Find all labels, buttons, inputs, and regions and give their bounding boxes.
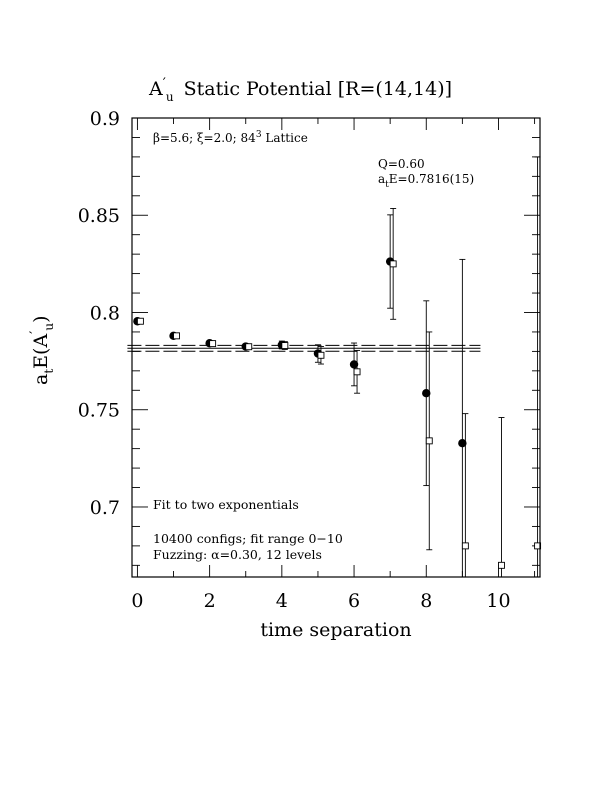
title-sub: u — [166, 90, 174, 104]
data-point-circle — [349, 360, 359, 369]
data-point-square — [317, 351, 325, 359]
data-point-circle — [458, 438, 467, 448]
annotation-energy-t: t — [385, 180, 389, 190]
annotation-configs: 10400 configs; fit range 0−10 — [153, 531, 343, 546]
data-point-square — [209, 340, 217, 348]
x-tick-label: 0 — [131, 590, 143, 612]
y-axis-label: atE(A′u) — [28, 315, 56, 385]
annotation-lattice-rest: Lattice — [262, 131, 308, 145]
title-main: A — [148, 78, 163, 100]
ylabel-close: ) — [30, 315, 52, 322]
annotation-lattice-beta: β=5.6; ξ=2.0; 84 — [153, 131, 256, 145]
y-tick-label: 0.8 — [90, 302, 120, 324]
x-tick-label: 10 — [486, 590, 510, 612]
ylabel-prime: ′ — [28, 331, 44, 334]
ylabel-a: a — [30, 374, 52, 385]
data-point-square — [245, 343, 253, 351]
annotation-energy-rest: E=0.7816(15) — [389, 172, 474, 186]
data-point-square — [461, 542, 469, 550]
data-point-square — [498, 561, 505, 569]
annotation-energy: atE=0.7816(15) — [378, 172, 474, 190]
ylabel-E: E(A — [30, 334, 52, 369]
y-tick-label: 0.9 — [90, 108, 120, 130]
x-tick-label: 2 — [204, 590, 216, 612]
x-tick-label: 6 — [348, 590, 360, 612]
annotation-fuzzing: Fuzzing: α=0.30, 12 levels — [153, 547, 322, 562]
plot-frame — [131, 117, 541, 578]
data-point-square — [425, 437, 433, 445]
data-point-circle — [422, 389, 431, 398]
svg-text:atE(A′u): atE(A′u) — [28, 315, 56, 385]
data-point-square — [389, 260, 397, 268]
y-tick-label: 0.75 — [78, 400, 120, 422]
data-point-square — [353, 368, 361, 376]
data-point-square — [281, 342, 289, 350]
annotation-lattice-exp: 3 — [256, 130, 262, 140]
annotation-energy-a: a — [378, 172, 385, 186]
ylabel-t: t — [42, 369, 56, 374]
title-rest: Static Potential [R=(14,14)] — [184, 78, 452, 100]
y-tick-label: 0.85 — [78, 205, 120, 227]
data-point-square — [173, 332, 180, 340]
x-axis-label: time separation — [260, 619, 411, 641]
ylabel-u: u — [42, 323, 56, 331]
x-tick-label: 4 — [276, 590, 288, 612]
x-tick-label: 8 — [420, 590, 432, 612]
annotation-q-value: Q=0.60 — [378, 157, 425, 171]
annotation-fit-note: Fit to two exponentials — [153, 497, 299, 512]
data-point-square — [136, 317, 144, 325]
y-tick-label: 0.7 — [90, 497, 120, 519]
title-prime: ′ — [163, 76, 166, 92]
annotation-lattice: β=5.6; ξ=2.0; 843 Lattice — [153, 130, 308, 145]
chart-title: A′u Static Potential [R=(14,14)] — [148, 76, 452, 104]
